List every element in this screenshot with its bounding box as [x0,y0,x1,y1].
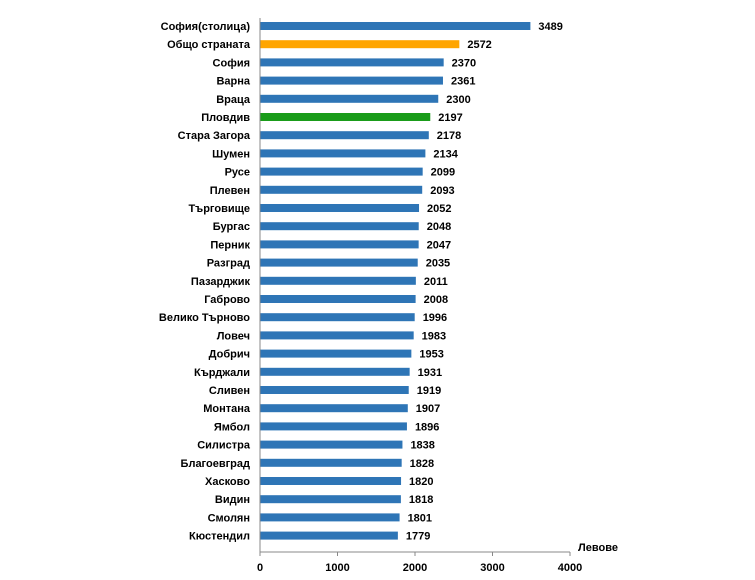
category-label: Сливен [209,385,250,397]
bar [260,240,419,249]
value-label: 2011 [424,276,448,288]
category-label: Кюстендил [189,531,250,543]
value-label: 2300 [446,94,470,106]
category-label: Перник [210,239,250,251]
x-tick-label: 4000 [558,562,582,574]
bar [260,495,401,504]
bar [260,204,420,212]
category-label: Плевен [210,185,250,197]
value-label: 1818 [409,494,433,506]
category-label: Видин [215,494,250,506]
bar [260,113,431,121]
bar [260,458,402,467]
category-label: Смолян [208,512,250,524]
value-label: 2572 [467,39,491,51]
value-label: 1919 [417,385,441,397]
category-label: Силистра [197,440,251,452]
value-label: 1820 [409,476,433,488]
category-label: Пазарджик [191,276,251,288]
value-label: 2047 [427,239,451,251]
category-label: Враца [216,94,251,106]
bar [260,422,407,431]
category-label: Бургас [213,221,250,233]
value-label: 2093 [430,185,454,197]
bar [260,477,402,485]
value-label: 2048 [427,221,451,233]
category-label: Разград [207,258,250,270]
value-label: 2052 [427,203,451,215]
category-label: Ловеч [217,330,250,342]
value-label: 1953 [419,349,443,361]
category-label: Русе [225,167,250,179]
value-label: 3489 [538,21,562,33]
bar [260,58,444,67]
value-label: 2134 [433,148,458,160]
category-label: Ямбол [214,421,250,433]
bar [260,22,531,30]
bar [260,94,439,103]
x-tick-label: 2000 [403,562,427,574]
bar [260,40,460,49]
category-label: Велико Търново [159,312,250,324]
x-tick-label: 1000 [325,562,349,574]
category-label: Монтана [203,403,251,415]
x-axis-unit-label: Левове [578,542,618,554]
bar [260,149,426,158]
value-label: 1838 [410,440,434,452]
value-label: 1828 [410,458,434,470]
bar [260,276,416,285]
category-label: Благоевград [181,458,250,470]
category-label: София [213,57,250,69]
value-label: 2370 [452,57,476,69]
bar [260,513,400,522]
bar [260,386,409,394]
bar [260,258,418,267]
bar [260,167,423,176]
bar [260,185,423,194]
bars-layer: София(столица) 3489 Общо страната 2572 София… [159,21,563,543]
bar [260,349,412,358]
value-label: 1996 [423,312,447,324]
value-label: 1983 [422,330,446,342]
bar [260,295,416,303]
value-label: 1907 [416,403,440,415]
category-label: Варна [216,76,250,88]
x-ticks-layer: 0 1000 2000 3000 4000 [257,552,582,574]
category-label: Стара Загора [178,130,251,142]
value-label: 1931 [418,367,442,379]
value-label: 2008 [424,294,448,306]
value-label: 2035 [426,258,450,270]
bar [260,367,410,376]
category-label: Добрич [209,349,250,361]
value-label: 1896 [415,421,439,433]
bar [260,404,408,413]
x-tick-label: 3000 [480,562,504,574]
category-label: София(столица) [161,21,251,33]
bar [260,531,398,540]
value-label: 2178 [437,130,461,142]
category-label: Пловдив [201,112,250,124]
category-label: Хасково [205,476,250,488]
value-label: 2099 [431,167,455,179]
value-label: 2197 [438,112,462,124]
category-label: Общо страната [167,39,251,51]
bar [260,76,443,85]
value-label: 2361 [451,76,475,88]
bar [260,131,429,140]
value-label: 1801 [408,512,432,524]
x-tick-label: 0 [257,562,263,574]
bar [260,331,414,340]
bar [260,440,403,449]
category-label: Кърджали [194,367,250,379]
bar [260,222,419,231]
category-label: Габрово [204,294,250,306]
category-label: Търговище [188,203,250,215]
category-label: Шумен [212,148,250,160]
bar [260,313,415,322]
value-label: 1779 [406,531,430,543]
